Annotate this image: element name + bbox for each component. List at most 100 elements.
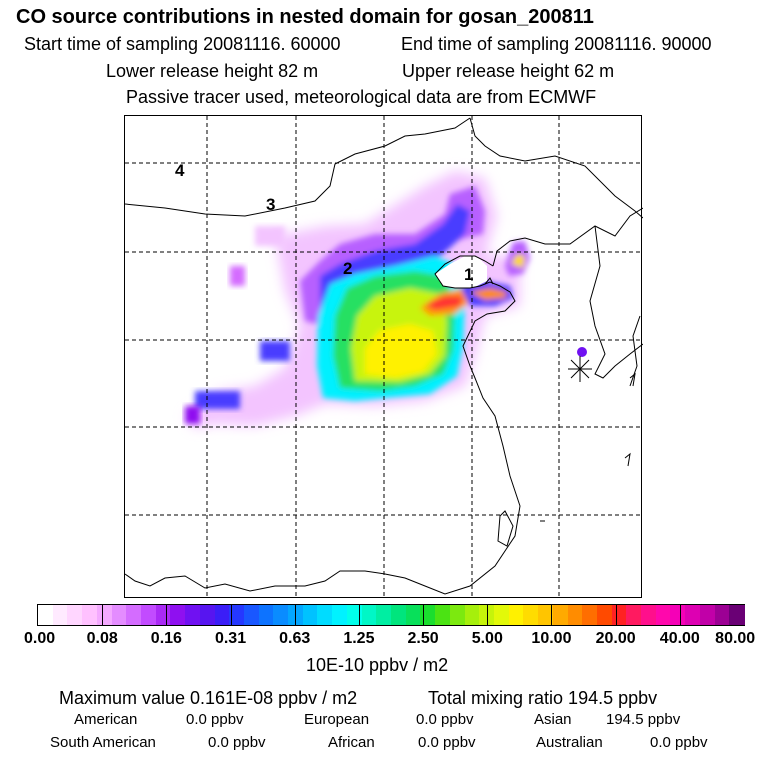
color-scale-segment [126,605,142,625]
color-scale-bar [37,604,745,626]
coastlines [125,117,643,595]
plume-yellow [365,324,437,378]
color-scale-segment [626,605,642,625]
region-labels: 4 3 2 1 [175,161,473,284]
color-scale-segment [582,605,598,625]
plume-shandong [470,288,507,300]
color-scale-segment [479,605,495,625]
stat-value-australian: 0.0 ppbv [650,734,708,751]
color-scale-segment [96,605,113,625]
color-scale-segment [685,605,701,625]
color-scale-segment [346,605,363,625]
color-scale-segment [302,605,319,625]
color-scale-tick-label: 20.00 [595,630,636,647]
color-scale-divider [423,605,425,625]
color-scale-divider [551,605,553,625]
color-scale-divider [230,605,232,625]
stat-value-african: 0.0 ppbv [418,734,476,751]
color-scale-segment [361,605,377,625]
color-scale-segment [38,605,54,625]
color-scale-segment [405,605,421,625]
lower-release-height: Lower release height 82 m [106,61,319,81]
patch-w4 [230,266,245,286]
patch-w1 [260,341,290,361]
color-scale-segment [523,605,539,625]
color-scale-tick-label: 40.00 [659,630,700,647]
color-scale-segment [508,605,524,625]
color-scale-segment [82,605,98,625]
map-panel: 4 3 2 1 [124,115,643,599]
color-scale-tick-label: 5.00 [471,630,503,647]
color-scale-tick-label: 1.25 [343,630,375,647]
map-canvas: 4 3 2 1 [125,116,643,599]
plume-red [425,296,463,310]
color-scale-segment [376,605,392,625]
color-scale-segment [641,605,657,625]
color-scale-segment [655,605,672,625]
color-scale-segment [67,605,83,625]
color-scale-tick-label: 0.00 [23,630,56,647]
color-scale-segment [170,605,186,625]
patch-w5 [255,226,285,246]
color-scale-segment [552,605,569,625]
color-scale-segment [449,605,466,625]
plot-title: CO source contributions in nested domain… [16,6,594,28]
color-scale-segment [332,605,348,625]
color-scale-divider [679,605,681,625]
color-scale-segment [199,605,216,625]
region-label-3: 3 [266,195,275,214]
stat-value-american: 0.0 ppbv [186,711,244,728]
color-scale-segment [391,605,407,625]
region-label-2: 2 [343,259,352,278]
color-scale-divider [294,605,296,625]
patch-w2 [195,391,240,409]
color-scale-segment [596,605,613,625]
patch-w3 [185,406,200,424]
lat-lon-grid [125,116,643,599]
stat-value-asian: 194.5 ppbv [606,711,681,728]
color-scale-segment [729,605,745,625]
color-scale-tick-label: 10.00 [531,630,572,647]
color-scale-segment [258,605,274,625]
color-scale-segment [538,605,554,625]
color-scale-segment [243,605,260,625]
color-scale-segment [699,605,716,625]
color-scale-segment [493,605,510,625]
passive-tracer-note: Passive tracer used, meteorological data… [126,87,597,107]
stat-label-european: European [304,711,370,728]
korea-patch [577,347,587,357]
region-label-4: 4 [175,161,185,180]
color-scale-tick-label: 0.31 [214,630,247,647]
color-scale-tick-label: 2.50 [407,630,439,647]
color-scale-segment [155,605,171,625]
color-scale-segment [567,605,583,625]
color-scale-segment [140,605,157,625]
stat-label-asian: Asian [534,711,572,728]
color-scale-segment [229,605,245,625]
plume-blue [320,204,470,316]
color-scale-segment [714,605,730,625]
maximum-value: Maximum value 0.161E-08 ppbv / m2 [59,688,358,708]
total-mixing-ratio: Total mixing ratio 194.5 ppbv [428,688,658,708]
stat-value-south-american: 0.0 ppbv [208,734,266,751]
region-label-1: 1 [464,265,473,284]
plume-liaodong-core [511,254,525,268]
stat-label-american: American [74,711,138,728]
color-scale-units: 10E-10 ppbv / m2 [306,655,449,675]
color-scale-divider [358,605,360,625]
color-scale-segment [214,605,230,625]
color-scale-segment [611,605,627,625]
stat-label-australian: Australian [536,734,603,751]
color-scale-segment [111,605,127,625]
receptor-asterisk-icon [568,356,592,382]
stat-value-european: 0.0 ppbv [416,711,474,728]
upper-release-height: Upper release height 62 m [402,61,615,81]
color-scale-tick-label: 0.16 [150,630,182,647]
sampling-end-time: End time of sampling 20081116. 90000 [401,34,712,54]
sampling-start-time: Start time of sampling 20081116. 60000 [24,34,341,54]
color-scale-tick-label: 80.00 [715,630,756,647]
color-scale-segment [317,605,333,625]
color-scale-segment [185,605,201,625]
color-scale-segment [273,605,289,625]
color-scale-divider [166,605,168,625]
